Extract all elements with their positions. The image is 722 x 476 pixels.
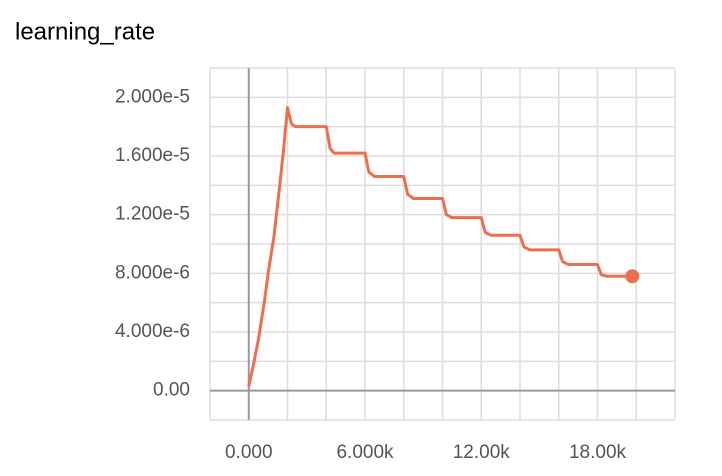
y-tick-label: 1.200e-5 [115, 204, 190, 225]
y-tick-label: 4.000e-6 [115, 321, 190, 342]
x-tick-label: 0.000 [225, 442, 273, 463]
x-tick-label: 6.000k [336, 442, 394, 463]
y-tick-label: 2.000e-5 [115, 86, 190, 107]
line [247, 106, 633, 387]
x-tick-label: 12.00k [453, 442, 511, 463]
y-tick-label: 1.600e-5 [115, 145, 190, 166]
x-tick-label: 18.00k [569, 442, 627, 463]
chart-title: learning_rate [15, 18, 155, 45]
end-point [625, 269, 640, 284]
y-tick-label: 8.000e-6 [115, 262, 190, 283]
y-tick-label: 0.00 [153, 380, 190, 401]
